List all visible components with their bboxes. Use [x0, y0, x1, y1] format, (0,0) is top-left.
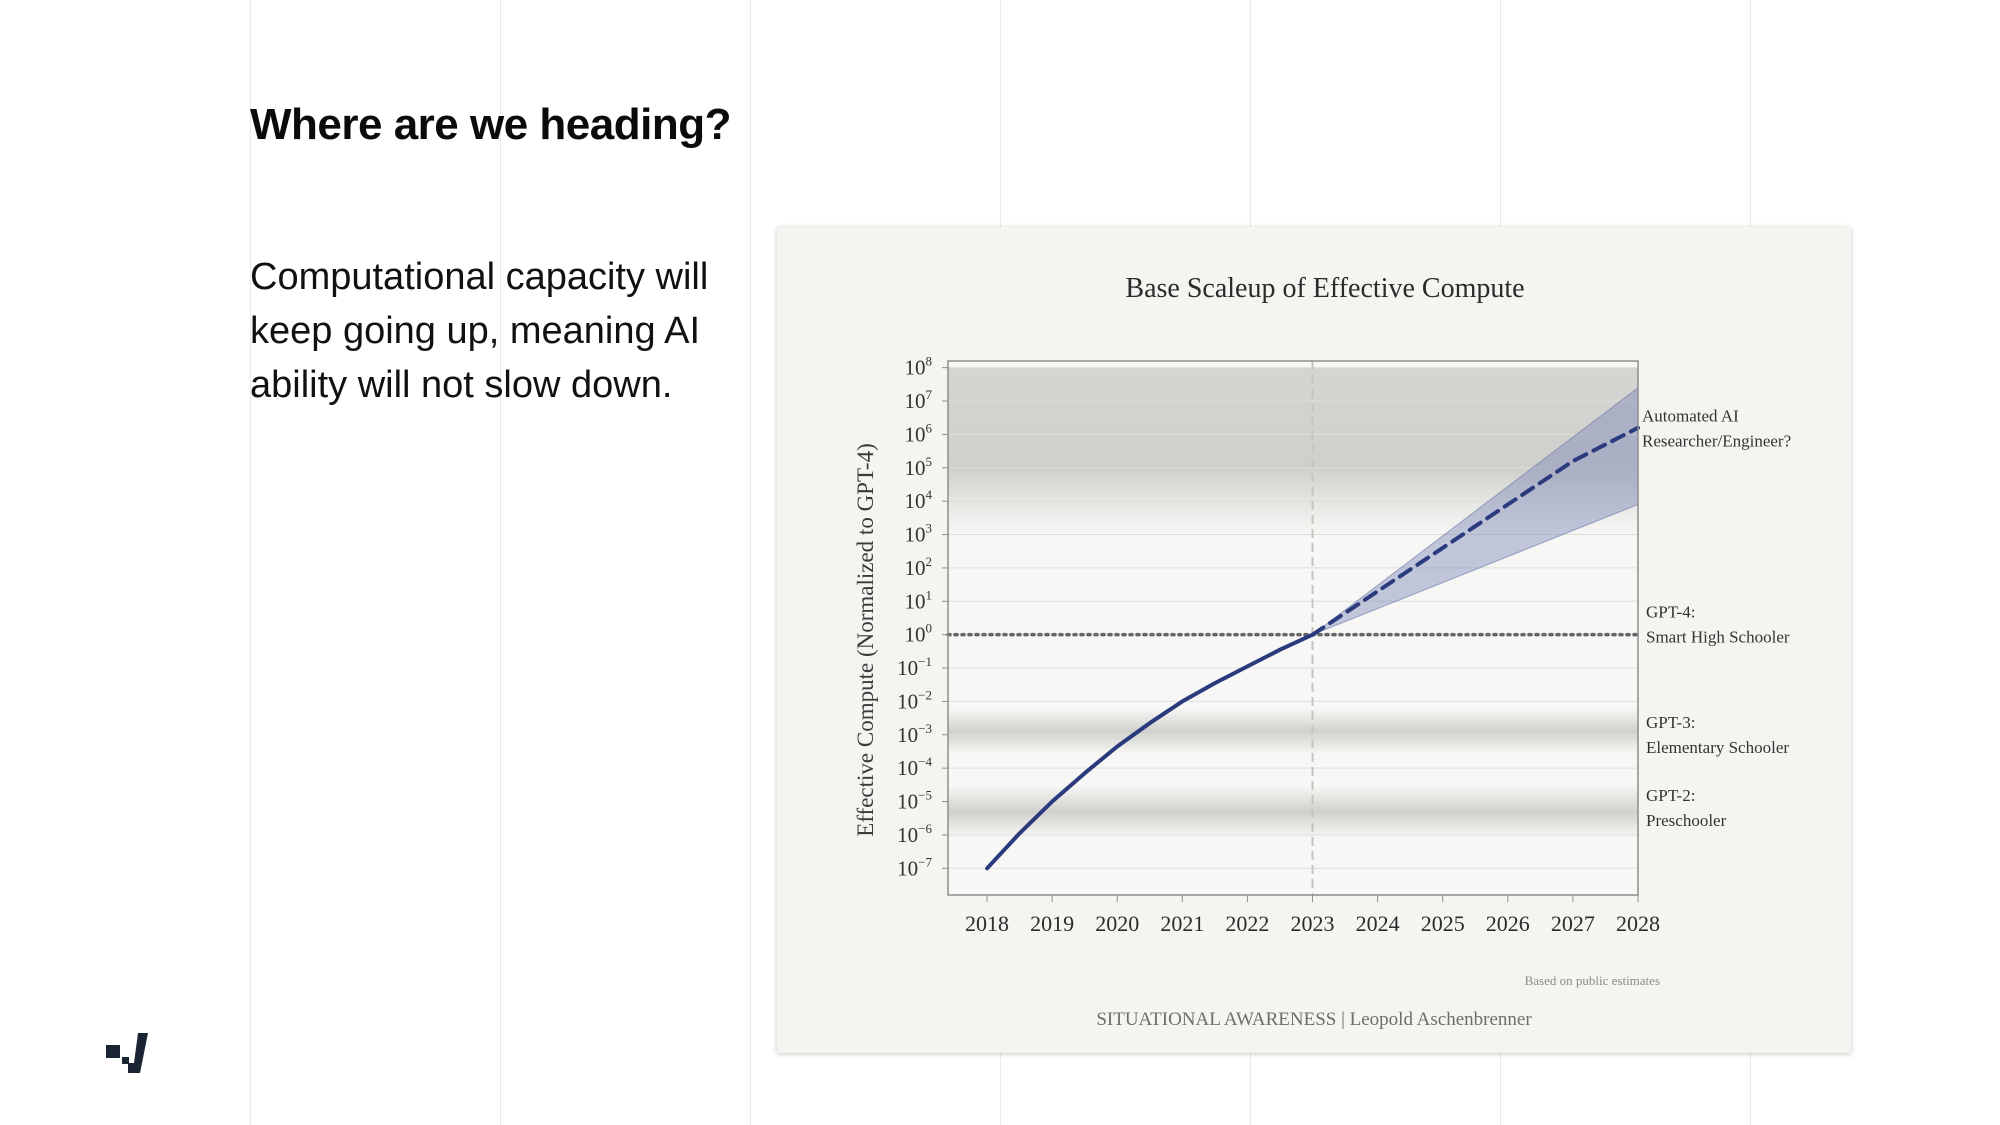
brand-logo-icon: [106, 1033, 148, 1073]
slide-body-text: Computational capacity will keep going u…: [250, 256, 709, 406]
y-tick-label: 103: [905, 521, 933, 547]
milestone-label: GPT-3: Elementary Schooler: [1646, 713, 1789, 757]
y-tick-label: 106: [905, 420, 933, 446]
historical-line: [985, 632, 1315, 871]
chart-card: 108 107 106 105 104 103 102 101 100 10−1 10−2 10−3 1…: [777, 227, 1851, 1053]
y-tick-label: 10−3: [897, 721, 932, 747]
x-tick-label: 2026: [1486, 911, 1530, 936]
shaded-band: [948, 708, 1638, 755]
x-tick-label: 2027: [1551, 911, 1595, 936]
y-tick-label: 10−5: [897, 788, 932, 814]
slide-title: Where are we heading?: [250, 100, 731, 149]
projection-line: [1310, 425, 1640, 637]
x-tick-label: 2018: [965, 911, 1009, 936]
milestone-label: GPT-2: Preschooler: [1646, 786, 1727, 830]
y-axis-label: Effective Compute (Normalized to GPT-4): [853, 443, 878, 836]
guide-line: [500, 0, 501, 1125]
plot-frame: [947, 360, 1639, 896]
uncertainty-band: [1312, 387, 1638, 636]
x-tick-label: 2020: [1095, 911, 1139, 936]
y-tick-label: 10−6: [897, 821, 932, 847]
x-tick-label: 2023: [1291, 911, 1335, 936]
y-tick-label: 101: [905, 587, 933, 613]
compute-chart: 108 107 106 105 104 103 102 101 100 10−1 10−2 10−3 1…: [853, 273, 1791, 1030]
shaded-band: [948, 367, 1638, 535]
y-tick-label: 105: [905, 454, 933, 480]
y-tick-label: 10−2: [897, 687, 932, 713]
y-tick-label: 10−7: [897, 854, 932, 880]
chart-title: Base Scaleup of Effective Compute: [1125, 273, 1524, 304]
x-tick-label: 2025: [1421, 911, 1465, 936]
y-tick-label: 107: [905, 387, 933, 413]
guide-line: [250, 0, 251, 1125]
x-tick-label: 2024: [1356, 911, 1400, 936]
y-tick-label: 10−4: [897, 754, 932, 780]
x-tick-label: 2028: [1616, 911, 1660, 936]
y-tick-label: 104: [905, 487, 933, 513]
x-tick-label: 2022: [1225, 911, 1269, 936]
y-tick-label: 10−1: [897, 654, 932, 680]
chart-source: SITUATIONAL AWARENESS | Leopold Aschenbr…: [1096, 1009, 1532, 1030]
y-tick-label: 100: [905, 621, 933, 647]
y-tick-label: 102: [905, 554, 933, 580]
chart-note: Based on public estimates: [1525, 973, 1660, 988]
x-tick-label: 2021: [1160, 911, 1204, 936]
milestone-label: Automated AI Researcher/Engineer?: [1642, 406, 1791, 450]
guide-line: [750, 0, 751, 1125]
shaded-band: [948, 784, 1638, 839]
x-tick-label: 2019: [1030, 911, 1074, 936]
milestone-label: GPT-4: Smart High Schooler: [1646, 603, 1790, 647]
y-tick-label: 108: [905, 354, 933, 380]
